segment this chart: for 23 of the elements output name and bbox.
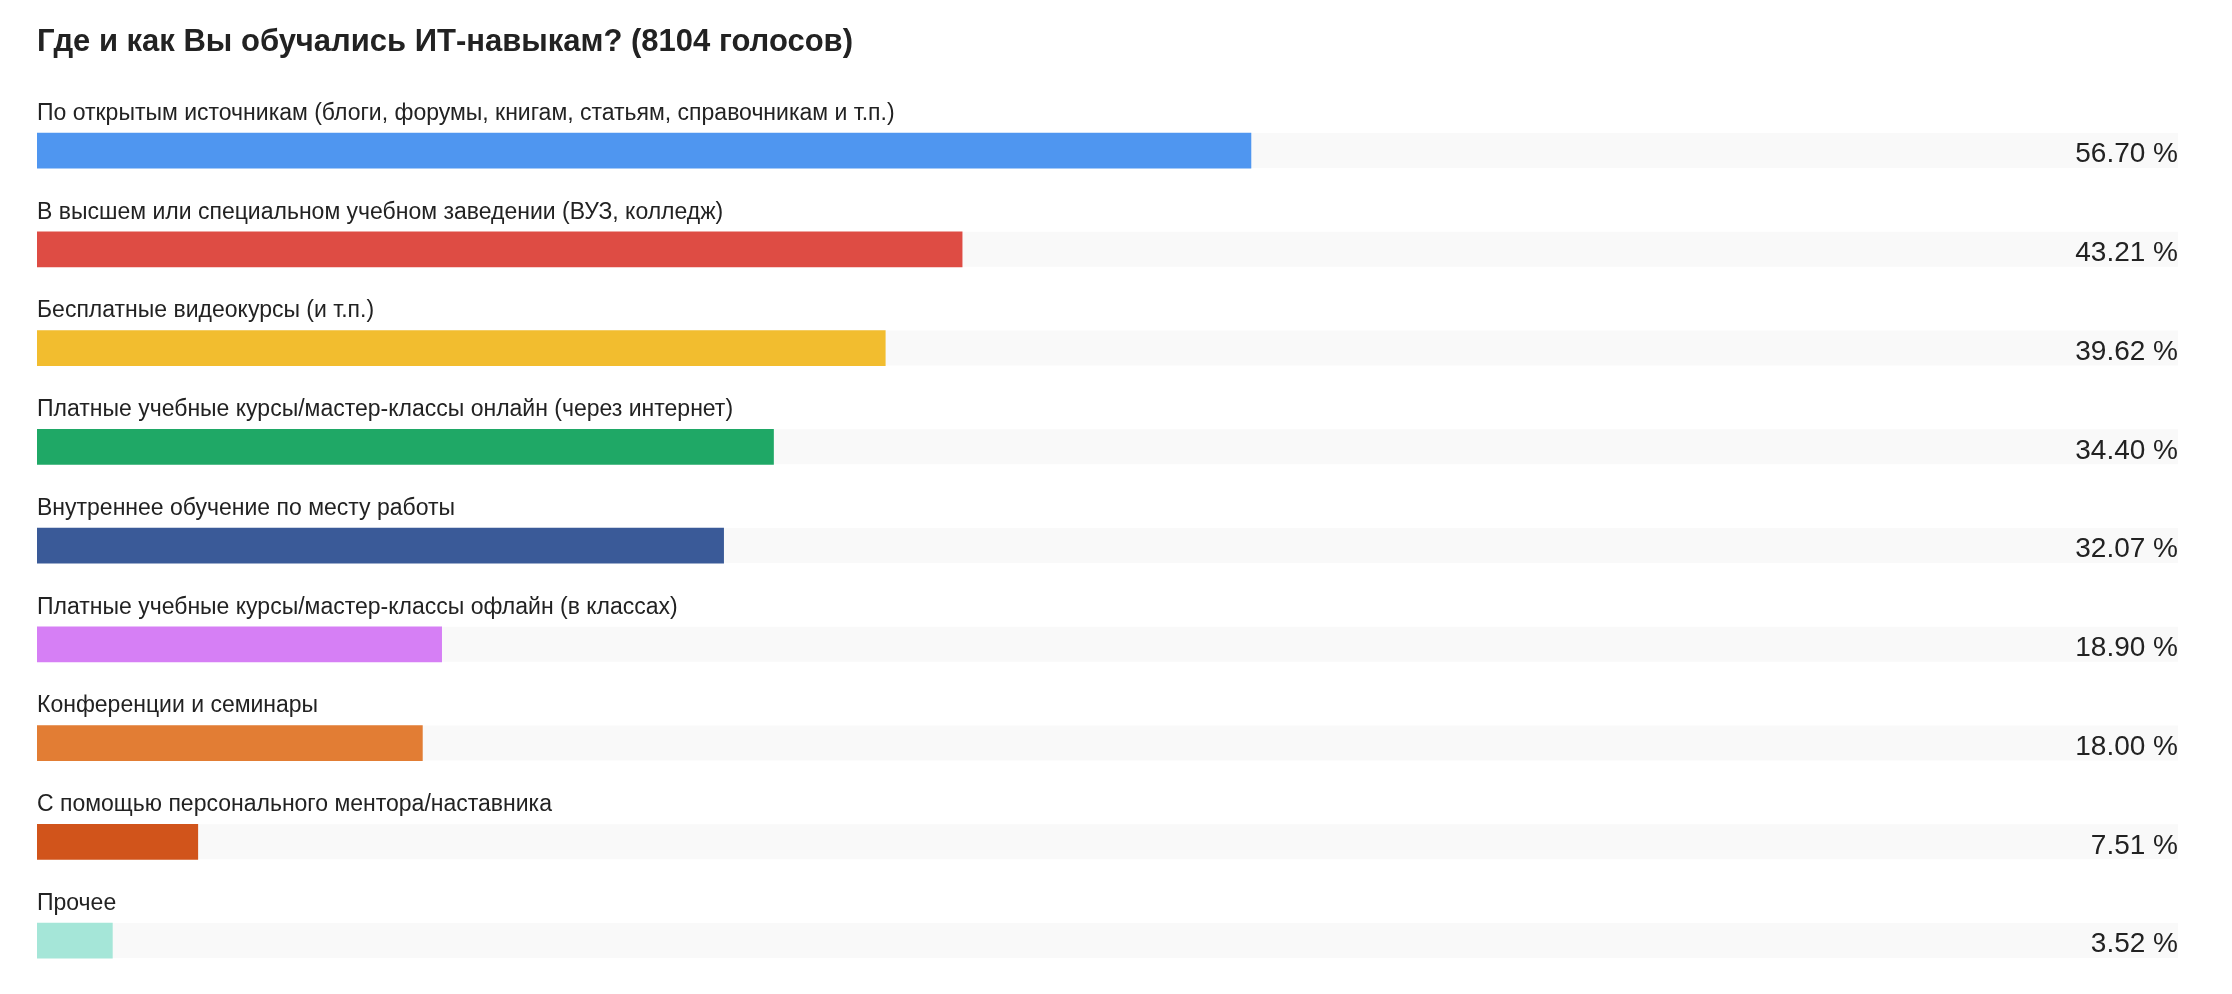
- data-label: 32.07 %: [2075, 532, 2178, 564]
- y-tick-label: Платные учебные курсы/мастер-классы офлайн (в классах): [37, 592, 678, 619]
- y-tick-label: Прочее: [37, 888, 117, 915]
- data-label: 18.00 %: [2075, 729, 2178, 761]
- y-tick-label: По открытым источникам (блоги, форумы, книгам, статьям, справочникам и т.п.): [37, 98, 895, 125]
- y-tick-label: Платные учебные курсы/мастер-классы онлайн (через интернет): [37, 395, 734, 422]
- bar: [37, 626, 442, 663]
- y-tick-label: Внутреннее обучение по месту работы: [37, 493, 456, 520]
- data-label: 18.90 %: [2075, 631, 2178, 663]
- bar: [37, 922, 113, 959]
- y-tick-label: С помощью персонального ментора/наставника: [37, 790, 553, 817]
- chart-title: Где и как Вы обучались ИТ-навыкам? (8104 голосов): [37, 23, 853, 59]
- y-tick-label: Конференции и семинары: [37, 691, 319, 718]
- bar: [37, 824, 199, 860]
- data-label: 39.62 %: [2075, 334, 2178, 366]
- bar: [37, 725, 423, 761]
- data-label: 3.52 %: [2090, 927, 2178, 959]
- y-tick-label: Бесплатные видеокурсы (и т.п.): [37, 296, 375, 323]
- data-label: 56.70 %: [2075, 137, 2178, 169]
- data-label: 34.40 %: [2075, 433, 2178, 465]
- y-tick-label: В высшем или специальном учебном заведении (ВУЗ, колледж): [37, 197, 724, 224]
- data-label: 7.51 %: [2090, 828, 2178, 860]
- data-label: 43.21 %: [2075, 236, 2178, 268]
